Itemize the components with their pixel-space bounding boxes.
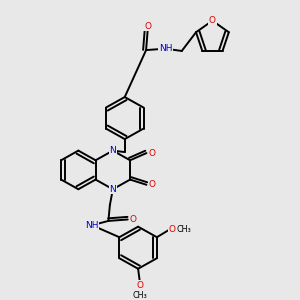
Text: NH: NH: [85, 221, 99, 230]
Text: N: N: [110, 185, 116, 194]
Text: O: O: [148, 148, 155, 158]
Text: CH₃: CH₃: [176, 226, 191, 235]
Text: CH₃: CH₃: [132, 291, 147, 300]
Text: O: O: [136, 281, 143, 290]
Text: N: N: [110, 146, 116, 155]
Text: O: O: [130, 215, 136, 224]
Text: O: O: [169, 226, 176, 235]
Text: NH: NH: [159, 44, 172, 53]
Text: O: O: [144, 22, 151, 31]
Text: N: N: [110, 146, 116, 155]
Text: O: O: [209, 16, 216, 25]
Text: O: O: [148, 180, 155, 189]
